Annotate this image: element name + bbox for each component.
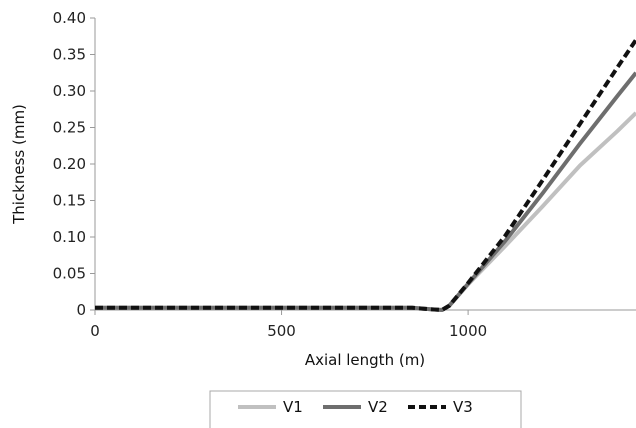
series-lines — [95, 38, 636, 312]
legend: V1 V2 V3 — [209, 390, 522, 428]
y-axis-title: Thickness (mm) — [10, 104, 28, 225]
legend-box — [209, 390, 522, 428]
legend-label-v2: V2 — [368, 398, 388, 416]
legend-label-v3: V3 — [453, 398, 473, 416]
x-axis-title: Axial length (m) — [305, 351, 425, 369]
y-tick-label: 0.15 — [53, 192, 86, 210]
x-tick-label: 0 — [90, 322, 100, 340]
y-tick-label: 0.40 — [53, 9, 86, 27]
y-tick-label: 0.20 — [53, 155, 86, 173]
y-tick-label: 0.35 — [53, 46, 86, 64]
y-tick-label: 0.10 — [53, 228, 86, 246]
y-tick-label: 0.05 — [53, 265, 86, 283]
y-tick-label: 0.30 — [53, 82, 86, 100]
series-line-v1 — [95, 111, 636, 312]
y-tick-label: 0 — [76, 301, 86, 319]
legend-label-v1: V1 — [283, 398, 303, 416]
x-tick-label: 500 — [267, 322, 296, 340]
series-line-v3 — [95, 38, 636, 312]
x-ticks: 0 500 1000 — [90, 310, 487, 340]
y-tick-label: 0.25 — [53, 119, 86, 137]
y-ticks: 0 0.05 0.10 0.15 0.20 0.25 0.30 0.35 0.40 — [53, 9, 95, 319]
x-tick-label: 1000 — [449, 322, 487, 340]
